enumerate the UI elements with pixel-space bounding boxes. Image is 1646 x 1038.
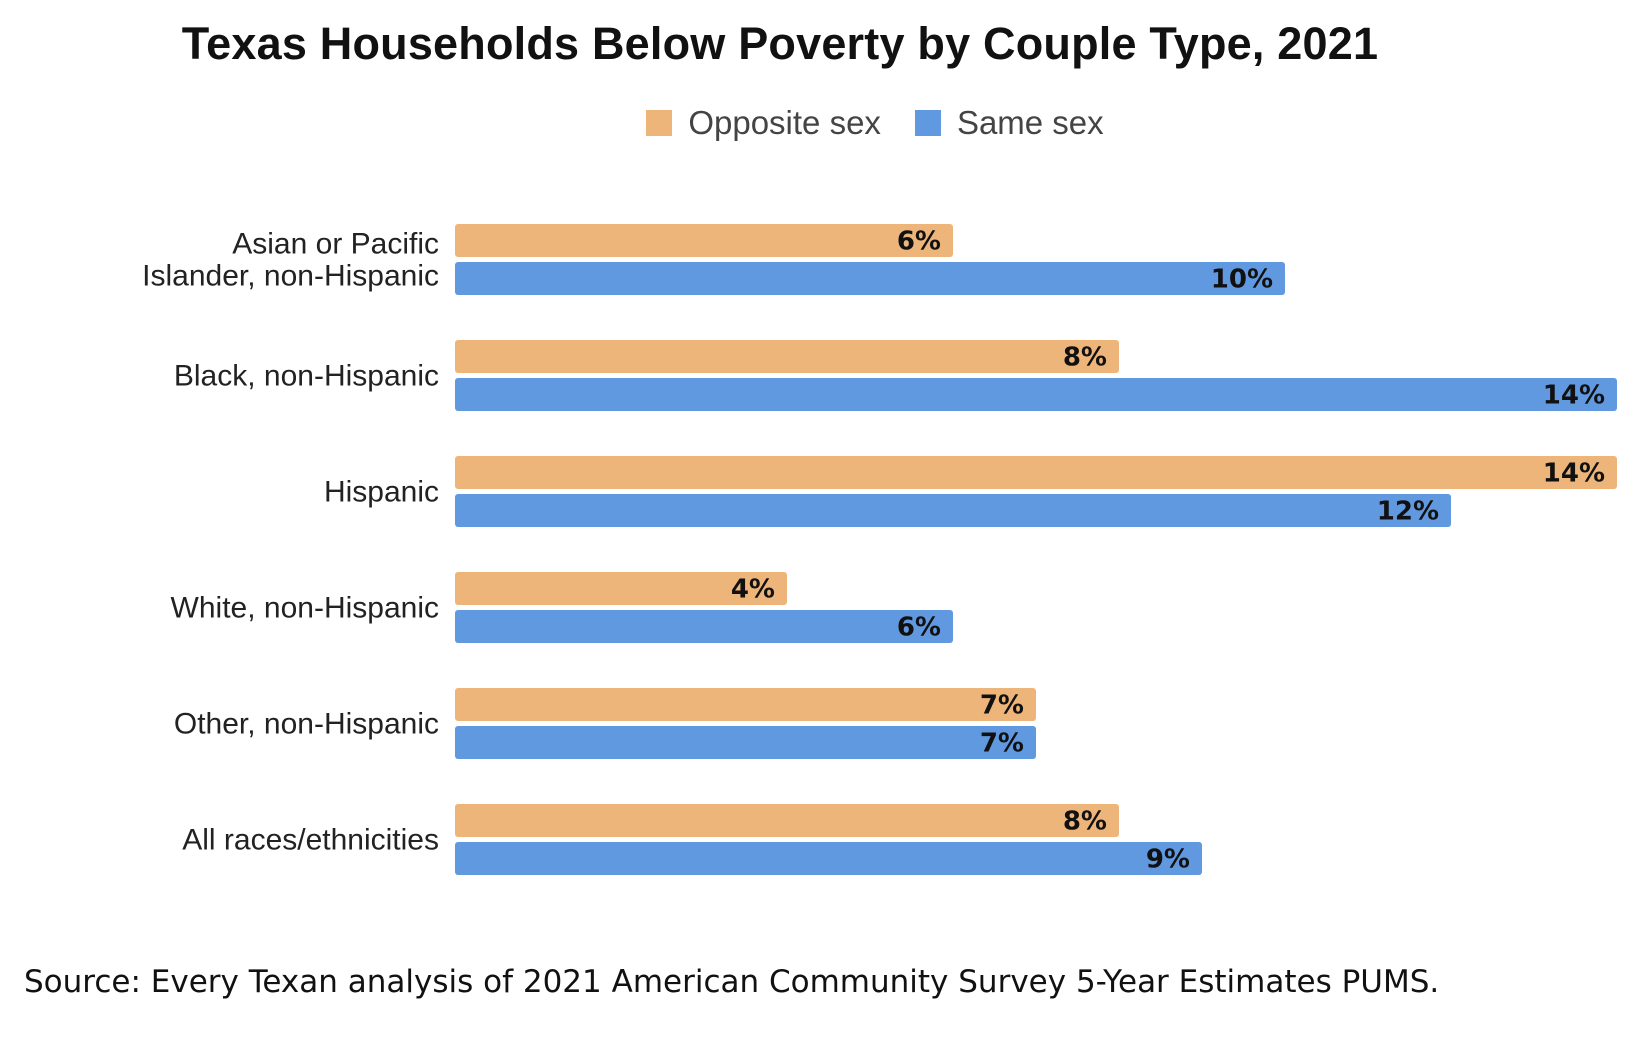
bar-same-sex (455, 494, 1451, 527)
category-label: Asian or Pacific Islander, non-Hispanic (142, 228, 439, 293)
bar-same-sex (455, 610, 953, 643)
category-label-line: Hispanic (324, 476, 439, 509)
chart-title: Texas Households Below Poverty by Couple… (181, 18, 1379, 69)
bar-opposite-sex (455, 688, 1036, 721)
bar-group: 6% 10% Asian or Pacific Islander, non-Hispa… (142, 224, 1285, 295)
category-label: Hispanic (324, 476, 439, 509)
bar-group: 7% 7% Other, non-Hispanic (174, 688, 1036, 759)
bar-value-label: 12% (1377, 497, 1439, 527)
category-label: White, non-Hispanic (171, 592, 439, 625)
legend-label-same-sex: Same sex (956, 104, 1104, 141)
bar-group: 4% 6% White, non-Hispanic (171, 572, 953, 643)
bar-opposite-sex (455, 340, 1119, 373)
bar-opposite-sex (455, 456, 1617, 489)
bar-opposite-sex (455, 804, 1119, 837)
bar-value-label: 10% (1211, 265, 1273, 295)
category-label-line: Asian or Pacific (232, 228, 439, 261)
legend-label-opposite-sex: Opposite sex (688, 104, 881, 141)
category-label-line: All races/ethnicities (182, 824, 439, 857)
category-label: Black, non-Hispanic (174, 360, 439, 393)
bar-value-label: 7% (980, 691, 1024, 721)
bar-same-sex (455, 262, 1285, 295)
bar-value-label: 7% (980, 729, 1024, 759)
category-label-line: Black, non-Hispanic (174, 360, 439, 393)
bar-value-label: 4% (731, 575, 775, 605)
legend-item-same-sex: Same sex (914, 104, 1104, 142)
bar-same-sex (455, 726, 1036, 759)
category-label-line: Other, non-Hispanic (174, 708, 439, 741)
legend-swatch-same-sex (914, 110, 941, 136)
bar-value-label: 8% (1063, 807, 1107, 837)
bar-value-label: 6% (897, 227, 941, 257)
bar-same-sex (455, 378, 1617, 411)
category-label: All races/ethnicities (182, 824, 439, 857)
source-note: Source: Every Texan analysis of 2021 Ame… (24, 964, 1440, 1000)
bar-value-label: 14% (1543, 459, 1605, 489)
bar-group: 14% 12% Hispanic (324, 456, 1617, 527)
bar-opposite-sex (455, 572, 787, 605)
chart-legend: Opposite sex Same sex (0, 104, 1646, 142)
bar-value-label: 6% (897, 613, 941, 643)
bar-value-label: 9% (1146, 845, 1190, 875)
bar-same-sex (455, 842, 1202, 875)
bar-value-label: 8% (1063, 343, 1107, 373)
category-label-line: White, non-Hispanic (171, 592, 439, 625)
bar-opposite-sex (455, 224, 953, 257)
bar-group: 8% 9% All races/ethnicities (182, 804, 1202, 875)
bar-chart-plot: 6% 10% Asian or Pacific Islander, non-Hispa… (142, 224, 1617, 875)
legend-item-opposite-sex: Opposite sex (646, 104, 881, 142)
legend-swatch-opposite-sex (646, 110, 673, 136)
bar-group: 8% 14% Black, non-Hispanic (174, 340, 1617, 411)
bar-value-label: 14% (1543, 381, 1605, 411)
category-label-line: Islander, non-Hispanic (142, 260, 439, 293)
category-label: Other, non-Hispanic (174, 708, 439, 741)
